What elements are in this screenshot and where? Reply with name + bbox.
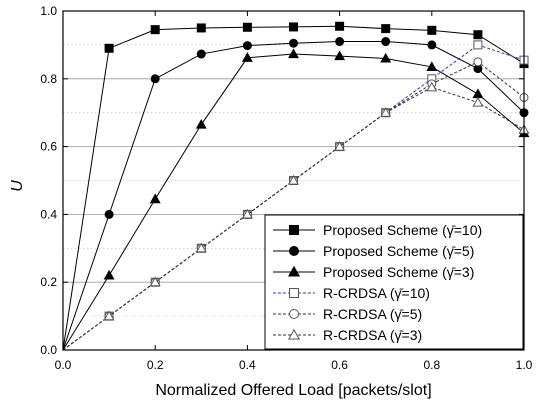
legend-entry: R-CRDSA (γ̄=10) bbox=[273, 285, 430, 301]
data-point bbox=[196, 23, 206, 33]
data-point bbox=[334, 140, 346, 151]
y-tick-label: 0.4 bbox=[40, 207, 57, 221]
data-point bbox=[473, 30, 483, 40]
y-tick-label: 0.6 bbox=[40, 140, 57, 154]
data-point bbox=[289, 22, 298, 32]
data-point bbox=[196, 49, 206, 59]
legend-entry: R-CRDSA (γ̄=3) bbox=[273, 327, 422, 343]
data-point bbox=[472, 96, 484, 107]
data-point bbox=[149, 276, 161, 287]
data-point bbox=[241, 52, 253, 62]
series-2 bbox=[62, 37, 529, 351]
legend-label: R-CRDSA (γ̄=5) bbox=[323, 306, 422, 322]
data-point bbox=[381, 24, 391, 34]
legend-label: R-CRDSA (γ̄=3) bbox=[323, 327, 422, 343]
y-axis-title: U bbox=[9, 180, 26, 192]
x-tick-label: 0.6 bbox=[331, 358, 348, 372]
data-point bbox=[473, 40, 483, 50]
legend-label: Proposed Scheme (γ̄=5) bbox=[323, 243, 474, 259]
data-point bbox=[149, 193, 161, 204]
data-point bbox=[104, 209, 114, 219]
data-point bbox=[380, 52, 392, 63]
series-6 bbox=[62, 81, 530, 351]
data-point bbox=[241, 208, 253, 219]
x-axis-title: Normalized Offered Load [packets/slot] bbox=[155, 382, 431, 399]
x-tick-label: 0.8 bbox=[423, 358, 440, 372]
data-point bbox=[288, 48, 299, 59]
x-tick-label: 0.4 bbox=[239, 358, 256, 372]
data-point bbox=[380, 107, 392, 117]
data-point bbox=[427, 40, 437, 50]
data-point bbox=[242, 41, 252, 51]
data-point bbox=[334, 50, 346, 61]
legend-marker bbox=[289, 225, 299, 235]
legend-label: R-CRDSA (γ̄=10) bbox=[323, 285, 430, 301]
legend-marker bbox=[289, 246, 299, 256]
data-point bbox=[381, 37, 391, 47]
legend-box bbox=[264, 214, 524, 350]
legend-label: Proposed Scheme (γ̄=3) bbox=[323, 264, 474, 280]
data-point bbox=[427, 25, 437, 35]
data-point bbox=[195, 242, 207, 253]
legend-marker bbox=[287, 265, 301, 277]
series-3 bbox=[62, 48, 530, 351]
data-point bbox=[104, 43, 114, 53]
data-point bbox=[150, 25, 160, 35]
data-point bbox=[335, 37, 345, 47]
data-point bbox=[473, 57, 483, 67]
data-point bbox=[288, 174, 299, 185]
legend-marker bbox=[289, 288, 299, 298]
y-tick-label: 1.0 bbox=[40, 4, 57, 18]
legend: Proposed Scheme (γ̄=10) Proposed Scheme (… bbox=[264, 214, 524, 350]
data-point bbox=[195, 118, 207, 129]
legend-marker bbox=[287, 328, 301, 340]
legend-entry: R-CRDSA (γ̄=5) bbox=[273, 306, 422, 322]
plot-frame bbox=[62, 10, 525, 351]
x-tick-label: 0.2 bbox=[147, 358, 164, 372]
legend-entry: Proposed Scheme (γ̄=3) bbox=[273, 264, 474, 280]
y-tick-label: 0.2 bbox=[40, 275, 57, 289]
series-layer bbox=[62, 21, 530, 351]
y-tick-label: 0.0 bbox=[40, 343, 57, 357]
data-point bbox=[426, 81, 438, 92]
data-point bbox=[150, 74, 160, 84]
data-point bbox=[335, 21, 345, 31]
legend-entry: Proposed Scheme (γ̄=5) bbox=[273, 243, 474, 259]
y-tick-label: 0.8 bbox=[40, 72, 57, 86]
legend-entry: Proposed Scheme (γ̄=10) bbox=[273, 222, 482, 238]
legend-label: Proposed Scheme (γ̄=10) bbox=[323, 222, 482, 238]
data-point bbox=[103, 310, 115, 321]
data-point bbox=[103, 269, 115, 280]
legend-marker bbox=[289, 309, 299, 319]
x-tick-label: 1.0 bbox=[516, 358, 533, 372]
data-point bbox=[426, 61, 438, 72]
data-point bbox=[289, 38, 298, 48]
data-point bbox=[242, 22, 252, 32]
x-tick-label: 0.0 bbox=[55, 358, 72, 372]
